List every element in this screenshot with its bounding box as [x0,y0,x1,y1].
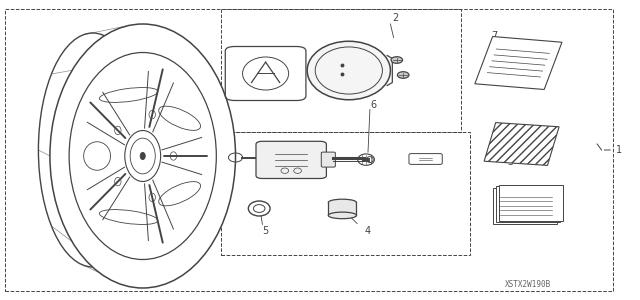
Bar [475,37,562,89]
Bar [484,123,559,165]
Text: 6: 6 [370,100,376,110]
Bar [493,188,557,224]
Ellipse shape [70,51,147,249]
Ellipse shape [50,24,236,288]
Ellipse shape [140,152,145,160]
FancyBboxPatch shape [321,152,335,167]
Ellipse shape [125,130,161,182]
Text: 4: 4 [365,226,371,236]
Ellipse shape [328,212,356,219]
Text: 5: 5 [262,226,269,236]
Ellipse shape [391,57,403,63]
Ellipse shape [61,42,150,258]
Bar [328,202,356,215]
Text: 2: 2 [392,13,399,23]
Bar [221,132,470,255]
Text: 7: 7 [492,31,498,41]
FancyBboxPatch shape [256,141,326,178]
Ellipse shape [328,199,356,206]
Text: XSTX2W190B: XSTX2W190B [505,280,551,289]
Bar [499,184,563,220]
Ellipse shape [307,41,390,100]
Ellipse shape [253,205,265,212]
Text: 3: 3 [507,157,513,167]
Ellipse shape [397,72,409,78]
Text: 1: 1 [616,145,623,155]
Bar [221,9,461,132]
Bar [496,186,560,222]
